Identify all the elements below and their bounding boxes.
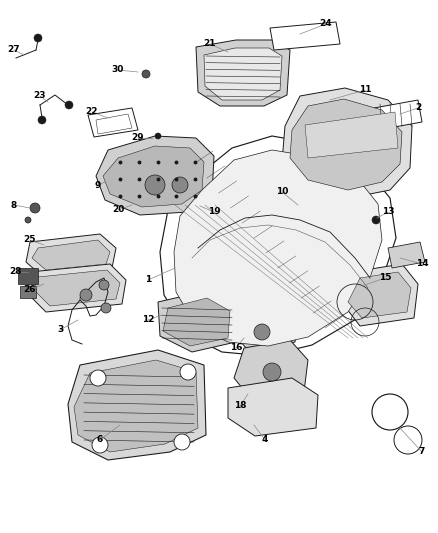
Text: 25: 25: [24, 236, 36, 245]
Circle shape: [65, 101, 73, 109]
Circle shape: [38, 116, 46, 124]
Polygon shape: [158, 290, 238, 352]
Circle shape: [254, 324, 270, 340]
Text: 11: 11: [359, 85, 371, 94]
Circle shape: [90, 370, 106, 386]
Text: 27: 27: [8, 45, 20, 54]
Circle shape: [174, 434, 190, 450]
Text: 4: 4: [262, 435, 268, 445]
Bar: [18, 268, 38, 284]
Text: 1: 1: [145, 276, 151, 285]
Circle shape: [25, 217, 31, 223]
Polygon shape: [68, 350, 206, 460]
Polygon shape: [34, 270, 120, 306]
Polygon shape: [74, 360, 198, 452]
Circle shape: [30, 203, 40, 213]
Polygon shape: [343, 264, 418, 326]
Circle shape: [34, 34, 42, 42]
Text: 2: 2: [415, 103, 421, 112]
Circle shape: [80, 289, 92, 301]
Polygon shape: [103, 146, 204, 207]
Circle shape: [263, 363, 281, 381]
Text: 18: 18: [234, 401, 246, 410]
Text: 26: 26: [24, 286, 36, 295]
Text: 6: 6: [97, 435, 103, 445]
Polygon shape: [270, 22, 340, 50]
Text: 15: 15: [379, 273, 391, 282]
Polygon shape: [230, 294, 298, 350]
Polygon shape: [26, 234, 116, 276]
Text: 16: 16: [230, 343, 242, 352]
Circle shape: [101, 303, 111, 313]
Text: 14: 14: [416, 260, 428, 269]
Text: 8: 8: [11, 200, 17, 209]
Circle shape: [155, 133, 161, 139]
Text: 29: 29: [132, 133, 144, 142]
Polygon shape: [88, 108, 138, 137]
Text: 30: 30: [112, 66, 124, 75]
Polygon shape: [196, 40, 290, 106]
Polygon shape: [348, 272, 411, 318]
Polygon shape: [282, 88, 412, 198]
Circle shape: [99, 280, 109, 290]
Text: 24: 24: [320, 20, 332, 28]
Circle shape: [145, 175, 165, 195]
Polygon shape: [28, 264, 126, 312]
Polygon shape: [96, 114, 132, 134]
Text: 28: 28: [9, 268, 21, 277]
Polygon shape: [388, 242, 425, 268]
Bar: [20, 286, 36, 298]
Text: 22: 22: [86, 108, 98, 117]
Polygon shape: [374, 100, 422, 130]
Text: 13: 13: [382, 207, 394, 216]
Text: 20: 20: [112, 206, 124, 214]
Polygon shape: [163, 298, 230, 346]
Polygon shape: [204, 48, 282, 100]
Circle shape: [92, 437, 108, 453]
Text: 9: 9: [95, 181, 101, 190]
Text: 7: 7: [419, 448, 425, 456]
Text: 3: 3: [57, 326, 63, 335]
Polygon shape: [305, 112, 398, 158]
Polygon shape: [32, 240, 110, 270]
Text: 10: 10: [276, 188, 288, 197]
Polygon shape: [174, 150, 382, 346]
Text: 19: 19: [208, 207, 220, 216]
Polygon shape: [234, 340, 308, 400]
Text: 12: 12: [142, 316, 154, 325]
Circle shape: [172, 177, 188, 193]
Polygon shape: [290, 99, 402, 190]
Polygon shape: [228, 378, 318, 436]
Text: 23: 23: [34, 92, 46, 101]
Circle shape: [372, 216, 380, 224]
Polygon shape: [96, 136, 214, 215]
Polygon shape: [160, 136, 396, 356]
Text: 21: 21: [204, 39, 216, 49]
Circle shape: [142, 70, 150, 78]
Circle shape: [180, 364, 196, 380]
